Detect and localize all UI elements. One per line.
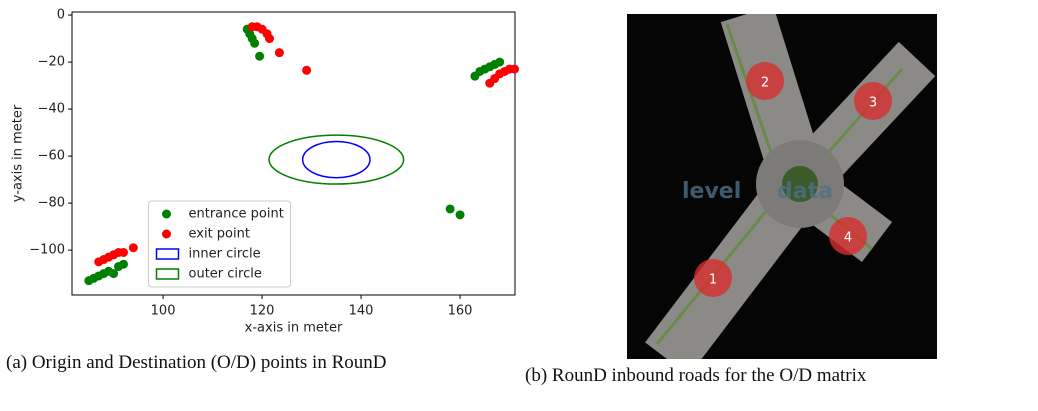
point: [274, 48, 284, 58]
y-axis-label: y-axis in meter: [11, 104, 26, 202]
marker: [694, 259, 732, 297]
x-tick-label: 160: [448, 304, 473, 319]
x-axis-label: x-axis in meter: [245, 321, 343, 336]
road-markers: 1 2 3 4: [694, 62, 892, 297]
point: [128, 243, 138, 253]
point: [445, 204, 455, 214]
legend-label: inner circle: [189, 247, 261, 262]
roundabout-island: [782, 166, 818, 202]
legend-marker: [155, 248, 180, 260]
legend-label: entrance point: [189, 207, 284, 222]
point: [495, 57, 505, 67]
ellipse: [301, 140, 371, 179]
point: [118, 259, 128, 269]
marker: [746, 62, 784, 100]
watermark: data: [777, 179, 833, 204]
ellipse: [268, 134, 405, 185]
marker: [829, 217, 867, 255]
x-tick-label: 140: [349, 304, 374, 319]
point: [250, 38, 260, 48]
legend-marker: [162, 209, 171, 219]
aerial-image: level data 1 2 3 4: [627, 14, 937, 359]
caption-a: (a) Origin and Destination (O/D) points …: [6, 352, 387, 373]
plot-frame: [71, 11, 516, 296]
marker: [854, 82, 892, 120]
point: [118, 247, 128, 257]
point: [109, 269, 119, 279]
marker-label: 3: [869, 96, 877, 111]
watermark: level: [682, 179, 741, 204]
x-tick-label: 100: [151, 304, 176, 319]
y-tick-label: −100: [29, 243, 65, 258]
y-tick-label: −40: [38, 102, 65, 117]
y-tick-label: 0: [57, 8, 65, 23]
marker-label: 2: [761, 76, 769, 91]
marker-label: 4: [844, 231, 852, 246]
y-tick-label: −20: [38, 55, 65, 70]
legend-marker: [155, 268, 180, 280]
point: [302, 65, 312, 75]
point: [264, 34, 274, 44]
y-tick-label: −80: [38, 196, 65, 211]
marker-label: 1: [709, 273, 717, 288]
legend-label: exit point: [189, 227, 250, 242]
x-tick-label: 120: [250, 304, 275, 319]
legend: [148, 200, 291, 288]
point: [455, 210, 465, 220]
legend-label: outer circle: [189, 267, 262, 282]
point: [255, 51, 265, 61]
y-tick-label: −60: [38, 149, 65, 164]
legend-marker: [162, 229, 171, 239]
caption-b: (b) RounD inbound roads for the O/D matr…: [525, 365, 867, 386]
scatter-chart: 100 120 140 160 0 −20 −40 −60 −80 −100 x-axis in m…: [11, 8, 520, 336]
point: [510, 64, 520, 74]
